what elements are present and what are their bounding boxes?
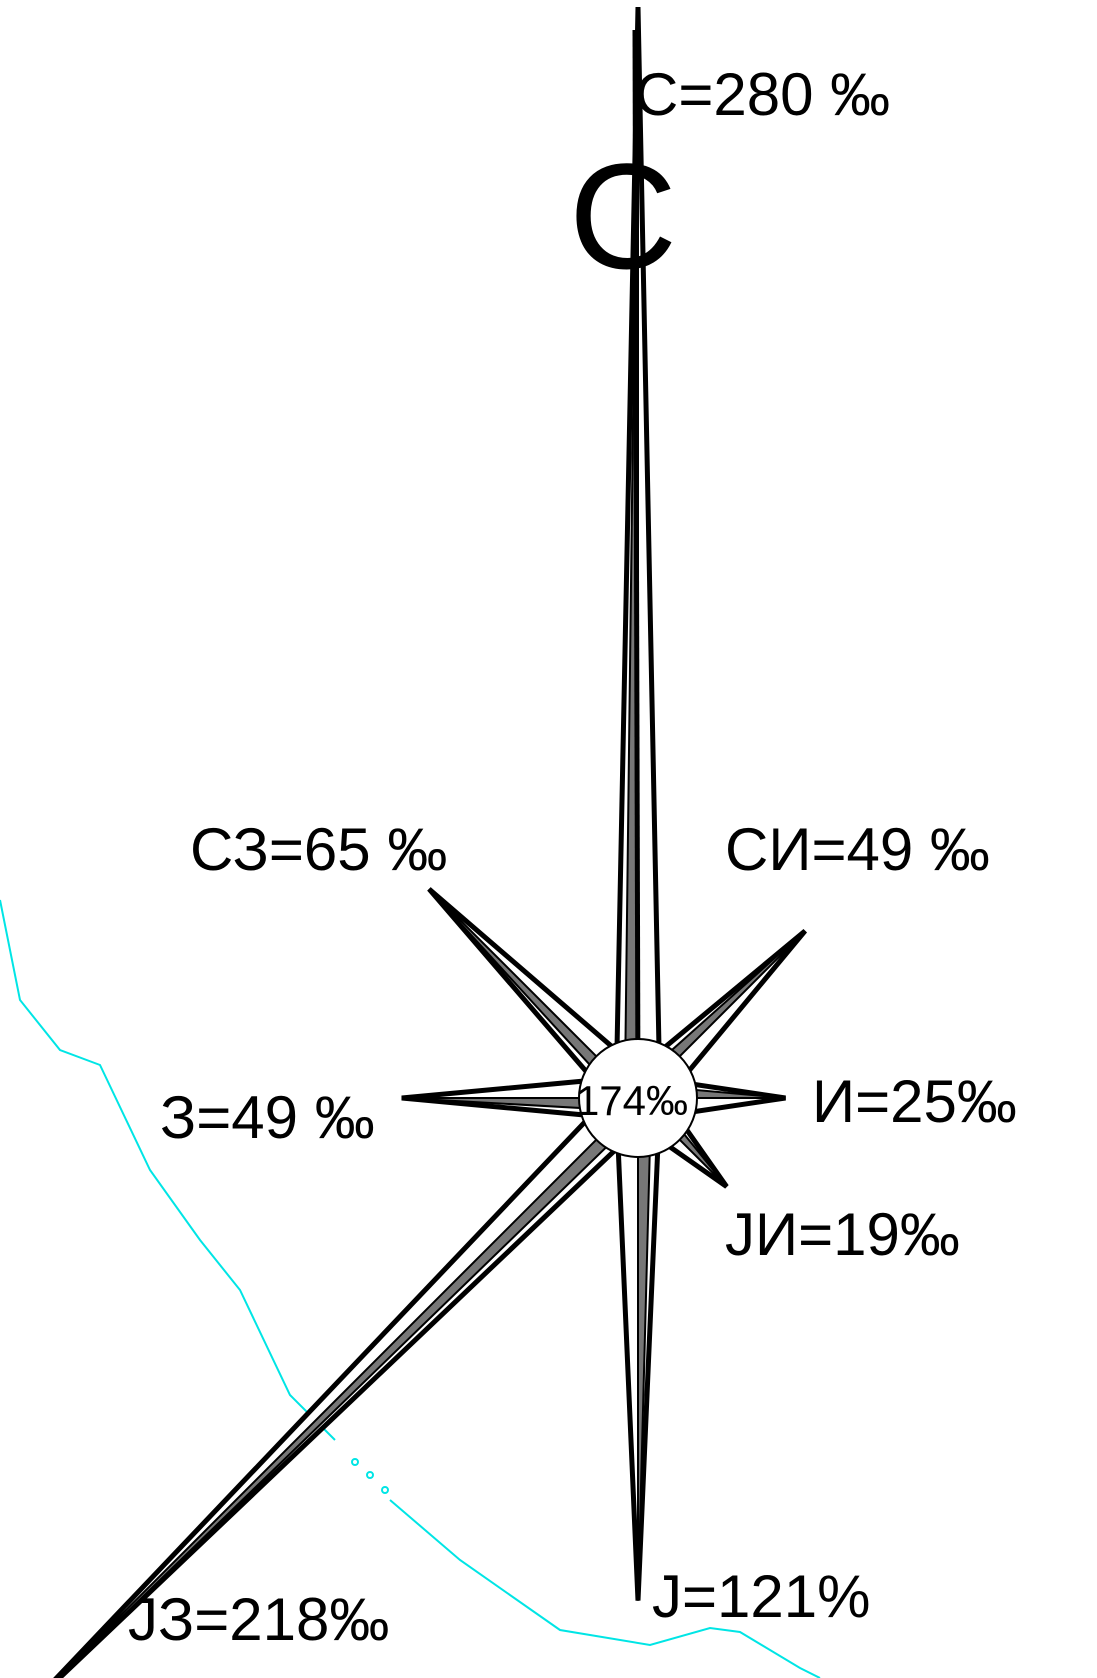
label-north: С=280 ‰: [635, 61, 890, 128]
river-dot: [381, 1486, 389, 1494]
label-east: И=25‰: [812, 1068, 1017, 1135]
label-northeast: СИ=49 ‰: [725, 816, 990, 883]
river-line: [0, 899, 821, 1678]
river-dot: [351, 1458, 359, 1466]
north-axis-line: [632, 29, 641, 1099]
label-southwest: ЈЗ=218‰: [128, 1586, 389, 1653]
calm-circle: [578, 1038, 698, 1158]
river-dot: [366, 1471, 374, 1479]
label-northwest: СЗ=65 ‰: [190, 816, 447, 883]
label-west: З=49 ‰: [160, 1084, 375, 1151]
label-south: Ј=121%: [652, 1563, 871, 1630]
river-path: [0, 899, 821, 1678]
north-marker: С: [569, 132, 677, 300]
label-southeast: ЈИ=19‰: [725, 1201, 960, 1268]
calm-label: 174‰: [576, 1077, 688, 1124]
